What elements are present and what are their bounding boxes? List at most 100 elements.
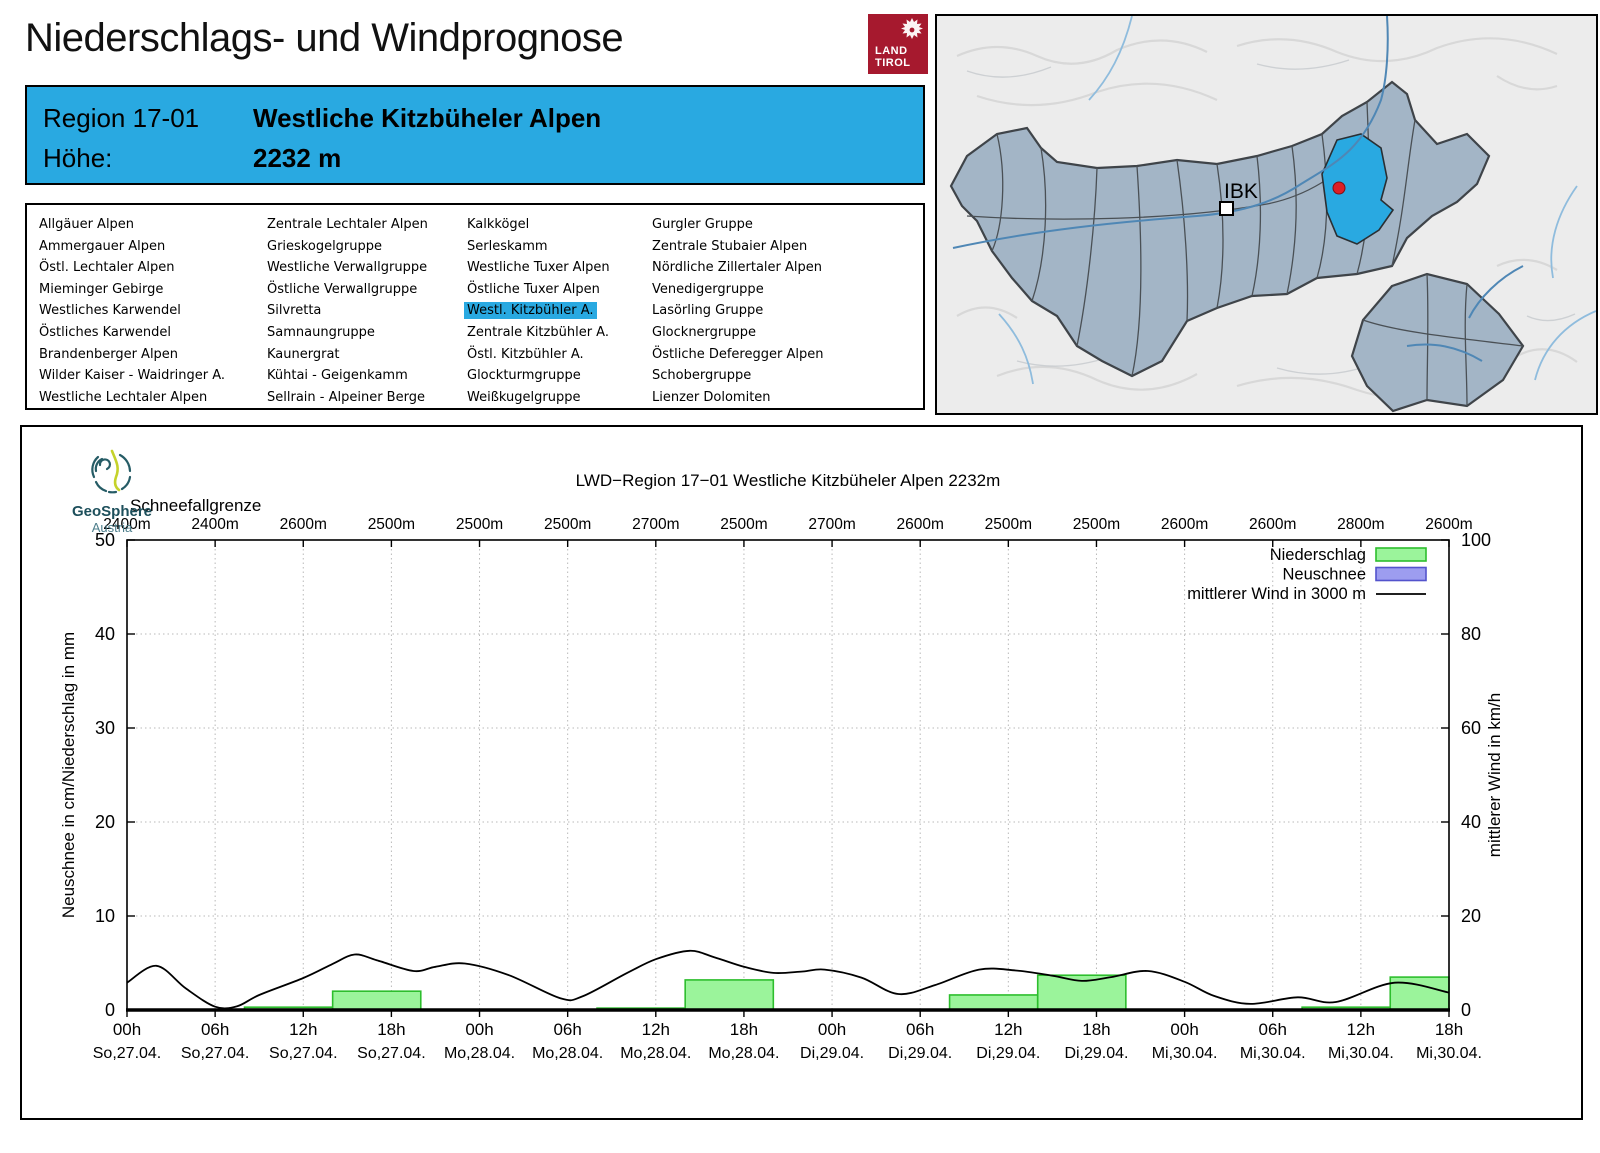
- region-item[interactable]: Serleskamm: [467, 238, 548, 254]
- region-item[interactable]: Lienzer Dolomiten: [652, 389, 771, 405]
- geosphere-country: Austria: [91, 520, 133, 535]
- region-item[interactable]: Zentrale Kitzbühler A.: [467, 324, 609, 340]
- region-item[interactable]: Zentrale Lechtaler Alpen: [267, 217, 428, 232]
- left-tick-label: 10: [95, 906, 115, 926]
- date-tick-label: So,27.04.: [93, 1045, 162, 1062]
- region-item[interactable]: Östliches Karwendel: [39, 324, 171, 340]
- region-item[interactable]: Westliche Tuxer Alpen: [467, 260, 610, 276]
- map-regions-osttirol: [1350, 272, 1525, 413]
- snowline-value: 2700m: [808, 516, 855, 533]
- date-tick-label: Mi,30.04.: [1240, 1045, 1306, 1062]
- wind-line: [126, 949, 1450, 1010]
- region-item[interactable]: Kühtai - Geigenkamm: [267, 368, 408, 384]
- time-tick-label: 00h: [465, 1020, 493, 1039]
- region-item[interactable]: Gurgler Gruppe: [652, 217, 753, 232]
- river-lines: [998, 16, 1596, 385]
- snowline-value: 2500m: [985, 516, 1032, 533]
- forecast-chart: LWD−Region 17−01 Westliche Kitzbüheler A…: [59, 471, 1504, 1062]
- time-tick-label: 12h: [1347, 1020, 1375, 1039]
- tirol-map: IBK: [935, 14, 1598, 415]
- region-item[interactable]: Allgäuer Alpen: [39, 217, 135, 232]
- region-item[interactable]: Silvretta: [267, 303, 322, 319]
- region-item-selected[interactable]: Westl. Kitzbühler A.: [464, 300, 613, 322]
- region-item[interactable]: Schobergruppe: [652, 368, 752, 384]
- date-tick-label: Di,29.04.: [800, 1045, 864, 1062]
- tirol-eagle-icon: [901, 18, 923, 39]
- region-item[interactable]: Östliche Deferegger Alpen: [652, 346, 824, 362]
- date-tick-label: So,27.04.: [269, 1045, 338, 1062]
- region-item[interactable]: Nördliche Zillertaler Alpen: [652, 260, 823, 276]
- region-item[interactable]: Wilder Kaiser - Waidringer A.: [39, 368, 226, 384]
- time-tick-label: 12h: [994, 1020, 1022, 1039]
- snowline-value: 2600m: [1161, 516, 1208, 533]
- time-tick-label: 18h: [377, 1020, 405, 1039]
- snowline-value: 2500m: [368, 516, 415, 533]
- region-item[interactable]: Östliche Tuxer Alpen: [467, 281, 600, 297]
- region-list-column: Kalkkögel Serleskamm Westliche Tuxer Alpen…: [464, 214, 613, 408]
- region-list-column: Allgäuer Alpen Ammergauer Alpen Östl. Lech…: [36, 214, 228, 408]
- region-item[interactable]: Östl. Lechtaler Alpen: [39, 260, 175, 276]
- time-tick-label: 18h: [1082, 1020, 1110, 1039]
- region-item[interactable]: Glockturmgruppe: [467, 368, 581, 384]
- region-item[interactable]: Weißkugelgruppe: [467, 389, 581, 405]
- region-item[interactable]: Kalkkögel: [467, 217, 530, 232]
- logo-text-tirol: TIROL: [875, 57, 911, 69]
- snowline-value: 2600m: [280, 516, 327, 533]
- map-station-dot: [1332, 181, 1346, 195]
- region-item[interactable]: Kaunergrat: [267, 346, 340, 362]
- forecast-chart-panel: LWD−Region 17−01 Westliche Kitzbüheler A…: [20, 425, 1583, 1120]
- map-selected-region[interactable]: [1321, 133, 1395, 245]
- region-item[interactable]: Samnaungruppe: [267, 324, 375, 340]
- right-tick-label: 100: [1461, 530, 1491, 550]
- time-tick-label: 00h: [113, 1020, 141, 1039]
- region-item[interactable]: Ammergauer Alpen: [39, 238, 166, 254]
- ibk-marker: [1219, 201, 1234, 216]
- region-item[interactable]: Westliche Lechtaler Alpen: [39, 389, 208, 405]
- legend-label: Niederschlag: [1270, 546, 1366, 564]
- region-item[interactable]: Östl. Kitzbühler A.: [467, 346, 584, 362]
- snowline-value: 2400m: [191, 516, 238, 533]
- date-tick-label: Mi,30.04.: [1416, 1045, 1482, 1062]
- snowline-value: 2600m: [896, 516, 943, 533]
- snowline-value: 2600m: [1249, 516, 1296, 533]
- region-item[interactable]: Westliches Karwendel: [39, 303, 181, 319]
- chart-title: LWD−Region 17−01 Westliche Kitzbüheler A…: [576, 471, 1001, 490]
- geosphere-swirl-icon: [91, 449, 132, 494]
- left-axis-title: Neuschnee in cm/Niederschlag in mm: [59, 632, 78, 918]
- geosphere-logo: GeoSphere Austria: [52, 447, 172, 535]
- hoehe-value: 2232 m: [253, 143, 342, 173]
- time-tick-label: 00h: [818, 1020, 846, 1039]
- time-tick-label: 12h: [642, 1020, 670, 1039]
- time-tick-label: 06h: [201, 1020, 229, 1039]
- region-item[interactable]: Östliche Verwallgruppe: [267, 281, 418, 297]
- region-list: Allgäuer Alpen Ammergauer Alpen Östl. Lech…: [25, 203, 925, 410]
- date-tick-label: Mo,28.04.: [444, 1045, 515, 1062]
- region-item[interactable]: Brandenberger Alpen: [39, 346, 179, 362]
- right-tick-label: 60: [1461, 718, 1481, 738]
- region-item[interactable]: Zentrale Stubaier Alpen: [652, 238, 808, 254]
- snowline-value: 2800m: [1337, 516, 1384, 533]
- precip-bars: [243, 974, 1450, 1011]
- time-tick-label: 18h: [730, 1020, 758, 1039]
- date-tick-label: Di,29.04.: [888, 1045, 952, 1062]
- region-item[interactable]: Grieskogelgruppe: [267, 238, 383, 254]
- region-item[interactable]: Lasörling Gruppe: [652, 303, 764, 319]
- region-item[interactable]: Sellrain - Alpeiner Berge: [267, 389, 425, 405]
- snowline-value: 2700m: [632, 516, 679, 533]
- right-tick-label: 40: [1461, 812, 1481, 832]
- map-region-borders: [966, 101, 1416, 377]
- time-tick-label: 12h: [289, 1020, 317, 1039]
- region-item[interactable]: Westliche Verwallgruppe: [267, 260, 428, 276]
- page-title: Niederschlags- und Windprognose: [25, 16, 624, 60]
- snowline-value: 2500m: [1073, 516, 1120, 533]
- right-tick-label: 20: [1461, 906, 1481, 926]
- region-item[interactable]: Mieminger Gebirge: [39, 281, 164, 297]
- inn-river: [952, 16, 1524, 362]
- region-item[interactable]: Glocknergruppe: [652, 324, 757, 340]
- region-item[interactable]: Venedigergruppe: [652, 281, 764, 297]
- region-list-column: Zentrale Lechtaler Alpen Grieskogelgruppe…: [264, 214, 431, 408]
- right-tick-label: 0: [1461, 1000, 1471, 1020]
- snowline-value: 2400m: [103, 516, 150, 533]
- right-axis-title: mittlerer Wind in km/h: [1485, 693, 1504, 857]
- snowline-label: Schneefallgrenze: [130, 496, 261, 515]
